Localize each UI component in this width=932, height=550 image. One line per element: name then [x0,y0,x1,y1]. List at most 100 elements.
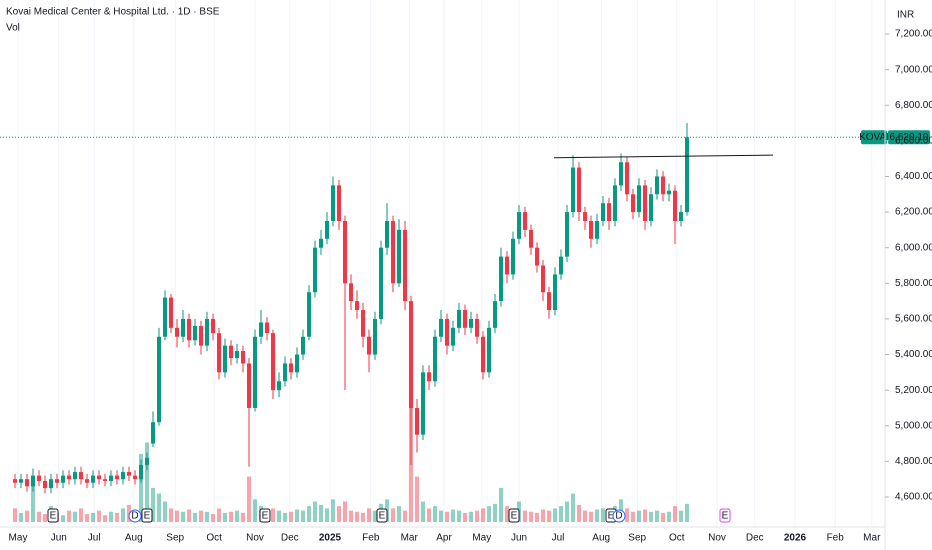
candle-body [685,137,689,213]
volume-bar [19,512,23,522]
candle-body [661,176,665,195]
candle-body [415,407,419,435]
y-tick-label: 4,800.00 [895,456,932,467]
volume-bar [469,511,473,522]
currency: INR [897,10,914,21]
candle-body [37,475,41,481]
volume-bar [205,511,209,522]
x-tick-label: Sep [628,533,646,544]
volume-bar [463,512,467,522]
volume-bar [163,501,167,522]
x-tick-label: 2025 [319,533,342,544]
volume-bar [415,476,419,522]
volume-bar [349,510,353,522]
y-tick-label: 5,200.00 [895,385,932,396]
volume-bar [553,508,557,522]
volume-bar [193,512,197,522]
candle-body [655,176,659,195]
candle-body [589,220,593,239]
volume-bar [667,511,671,522]
symbol-label: KOVAI [859,132,889,143]
candle-body [511,238,515,275]
x-tick-label: Aug [125,533,143,544]
volume-bar [595,509,599,522]
event-marker [612,509,626,523]
candle-body [193,326,197,341]
event-label: E [50,511,57,522]
y-tick-label: 5,800.00 [895,278,932,289]
volume-bar [523,510,527,522]
candle-body [289,363,293,373]
event-label: D [131,511,138,522]
volume-bar [97,510,101,522]
event-marker [719,508,731,523]
volume-bar [529,511,533,522]
event-marker [259,508,271,523]
candle-body [463,310,467,328]
candle-body [211,318,215,334]
volume-bar [37,511,41,522]
candle-body [505,256,509,275]
candle-body [379,247,383,319]
candle-body [469,318,473,328]
candle-body [355,301,359,311]
volume-bar [289,511,293,522]
volume-bar [673,506,677,522]
event-label: E [722,511,729,522]
event-label: E [608,511,615,522]
volume-bar [199,510,203,522]
candle-body [43,480,47,489]
volume-bar [61,515,65,522]
candle-body [265,322,269,334]
volume-bar [157,493,161,522]
volume-bar [601,508,605,522]
x-tick-label: Dec [746,533,764,544]
volume-bar [679,510,683,522]
chart-title: Kovai Medical Center & Hospital Ltd. · 1… [6,7,220,18]
candle-body [427,372,431,382]
candle-body [61,475,65,483]
y-tick-label: 7,200.00 [895,29,932,40]
candle-body [199,326,203,346]
volume-bar [43,514,47,522]
candle-body [499,256,503,302]
x-tick-label: Apr [436,533,452,544]
candle-body [217,333,221,373]
x-tick-label: May [472,533,491,544]
volume-bar [187,509,191,522]
candle-body [631,194,635,213]
candle-body [373,318,377,355]
x-tick-label: Nov [708,533,726,544]
candle-body [301,336,305,355]
volume-bar [475,510,479,522]
candle-body [241,350,245,364]
candle-body [523,212,527,230]
volume-bar [229,511,233,522]
volume-bar [535,512,539,522]
volume-bar [277,510,281,522]
candle-body [529,229,533,248]
candle-body [25,479,29,487]
candle-body [277,381,281,391]
candle-body [361,310,365,337]
volume-bar [457,510,461,522]
candle-body [667,190,671,195]
volume-bar [217,508,221,522]
volume-bar [211,514,215,522]
candle-body [103,479,107,481]
candle-body [583,212,587,221]
volume-bar [661,512,665,522]
volume-bar [25,510,29,522]
candle-body [157,336,161,423]
volume-bar [301,510,305,522]
candle-body [271,333,275,391]
candle-body [679,212,683,221]
candle-body [127,472,131,476]
candle-body [19,479,23,483]
y-tick-label: 6,200.00 [895,207,932,218]
candle-body [349,283,353,302]
candle-body [283,363,287,382]
y-tick-label: 5,600.00 [895,314,932,325]
volume-bar [283,512,287,522]
candle-body [181,318,185,337]
